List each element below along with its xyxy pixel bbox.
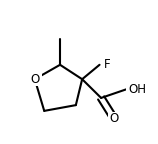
Text: F: F	[104, 58, 111, 71]
FancyBboxPatch shape	[108, 112, 119, 125]
FancyBboxPatch shape	[28, 72, 42, 86]
Text: OH: OH	[128, 83, 146, 96]
Text: O: O	[109, 112, 118, 125]
FancyBboxPatch shape	[101, 58, 115, 71]
Text: O: O	[30, 73, 39, 86]
FancyBboxPatch shape	[126, 83, 145, 96]
